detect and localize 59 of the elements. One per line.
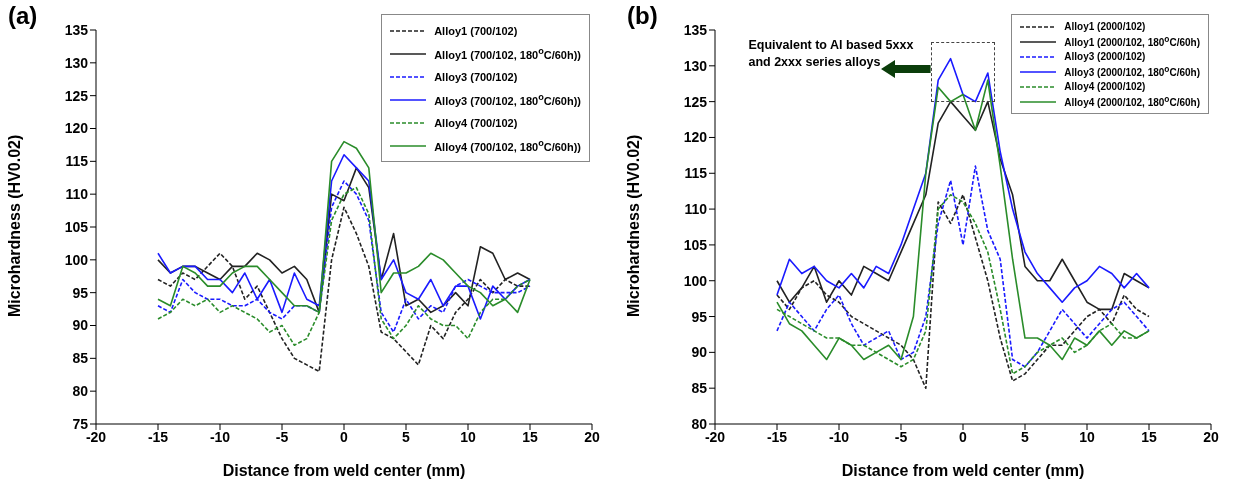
x-tick-label: 5 [402,428,411,445]
x-tick-label: -15 [766,428,788,445]
x-tick-label: 10 [1079,428,1095,445]
x-tick-label: -15 [147,428,169,445]
y-tick-label: 105 [64,218,89,235]
chart-title: (b) [627,2,658,30]
y-tick-label: 80 [72,383,89,400]
legend-label: Alloy4 (2000/102, 180$^{o}$C/60h) [1064,94,1200,109]
y-tick-label: 85 [691,380,708,397]
legend-label: Alloy3 (2000/102) [1064,51,1146,62]
y-tick-label: 95 [72,284,89,301]
y-tick-label: 110 [684,201,708,218]
x-tick-label: -5 [275,428,289,445]
y-tick-label: 130 [64,54,89,71]
y-tick-label: 120 [64,120,89,137]
y-tick-label: 115 [65,153,89,170]
x-tick-label: 0 [959,428,968,445]
y-tick-label: 85 [72,350,89,367]
legend-label: Alloy1 (2000/102, 180$^{o}$C/60h) [1064,34,1200,49]
y-tick-label: 110 [65,186,89,203]
x-tick-label: -10 [209,428,231,445]
x-tick-label: -10 [828,428,850,445]
x-tick-label: 10 [460,428,476,445]
x-axis-title: Distance from weld center (mm) [841,462,1085,479]
line-series [776,165,1150,368]
y-tick-label: 130 [683,57,708,74]
y-tick-label: 105 [683,236,708,253]
legend-label: Alloy4 (700/102, 180$^{o}$C/60h)) [434,138,581,153]
annotation: Equivalent to Al based 5xxx and 2xxx series alloys [748,37,915,72]
x-tick-label: 0 [340,428,349,445]
y-tick-label: 135 [683,21,708,38]
y-tick-label: 120 [683,129,708,146]
legend-label: Alloy4 (2000/102) [1064,81,1146,92]
x-tick-label: 15 [522,428,538,445]
y-tick-label: 135 [64,21,89,38]
legend-label: Alloy3 (700/102) [434,70,518,83]
y-tick-label: 90 [691,344,708,361]
x-tick-label: 20 [1203,428,1219,445]
y-tick-label: 90 [72,317,89,334]
y-tick-label: 125 [64,87,89,104]
legend-label: Alloy3 (700/102, 180$^{o}$C/60h)) [434,92,581,107]
y-tick-label: 100 [683,272,708,289]
y-tick-label: 95 [691,308,708,325]
legend-label: Alloy1 (700/102) [434,24,518,37]
x-tick-label: 20 [584,428,600,445]
legend-label: Alloy1 (700/102, 180$^{o}$C/60h)) [434,46,581,61]
legend-label: Alloy1 (2000/102) [1064,21,1146,32]
y-axis-title: Microhardness (HV0.02) [624,134,642,317]
x-tick-label: -5 [894,428,908,445]
x-tick-label: 5 [1021,428,1030,445]
legend-label: Alloy3 (2000/102, 180$^{o}$C/60h) [1064,64,1200,79]
chart-title: (a) [8,2,38,30]
legend-label: Alloy4 (700/102) [434,116,518,129]
y-tick-label: 100 [64,251,89,268]
y-tick-label: 125 [683,93,708,110]
x-axis-title: Distance from weld center (mm) [222,462,466,479]
y-tick-label: 115 [684,165,708,182]
x-tick-label: 15 [1141,428,1157,445]
y-axis-title: Microhardness (HV0.02) [5,134,23,317]
